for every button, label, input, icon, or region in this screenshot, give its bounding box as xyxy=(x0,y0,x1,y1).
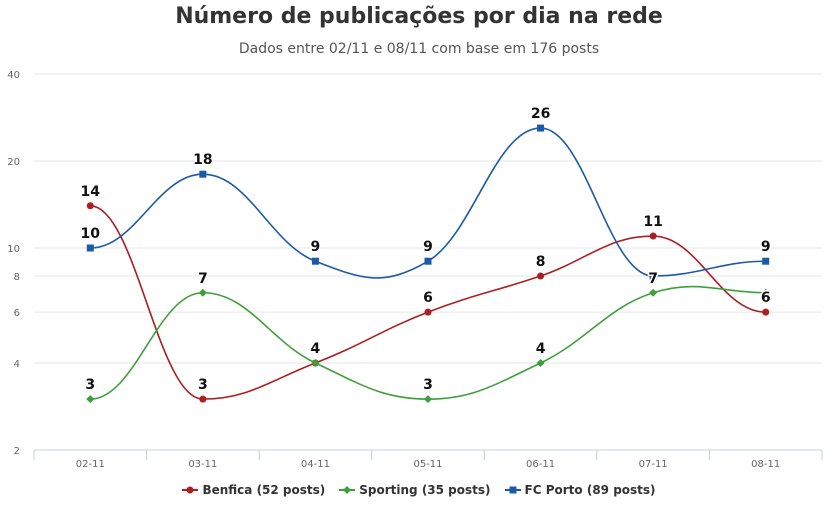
x-tick-label: 06-11 xyxy=(526,459,555,470)
y-tick-label: 8 xyxy=(14,272,20,283)
data-label: 3 xyxy=(85,377,95,393)
legend-item[interactable]: FC Porto (89 posts) xyxy=(504,483,656,497)
series-0-point xyxy=(424,308,432,316)
y-tick-label: 6 xyxy=(14,308,20,319)
y-tick-label: 4 xyxy=(14,359,20,370)
chart-subtitle: Dados entre 02/11 e 08/11 com base em 17… xyxy=(238,41,600,57)
legend-item[interactable]: Sporting (35 posts) xyxy=(339,483,491,497)
data-label: 9 xyxy=(761,239,771,255)
series-2-line xyxy=(90,127,766,279)
series-0-point xyxy=(537,272,545,280)
x-tick-label: 04-11 xyxy=(301,459,330,470)
x-tick-label: 02-11 xyxy=(76,459,105,470)
legend-marker xyxy=(186,486,194,494)
data-label: 26 xyxy=(531,106,550,122)
y-tick-label: 2 xyxy=(14,446,20,457)
series-1-point xyxy=(536,359,545,368)
legend-marker xyxy=(509,486,517,494)
chart-title: Número de publicações por dia na rede xyxy=(175,4,663,29)
legend-symbol-icon xyxy=(339,486,356,494)
series-1-point xyxy=(761,288,770,297)
legend-symbol-icon xyxy=(182,486,199,494)
data-label: 6 xyxy=(761,290,771,306)
y-tick-label: 40 xyxy=(7,70,20,81)
series-2-point xyxy=(762,257,770,265)
legend-label: Sporting (35 posts) xyxy=(359,483,491,497)
legend: Benfica (52 posts) Sporting (35 posts) FC … xyxy=(0,483,838,497)
series-1-point xyxy=(311,359,320,368)
data-label: 11 xyxy=(643,214,662,230)
data-label: 7 xyxy=(648,271,658,287)
y-tick-label: 10 xyxy=(7,244,20,255)
legend-label: FC Porto (89 posts) xyxy=(524,483,656,497)
series-1-point xyxy=(86,395,95,404)
legend-label: Benfica (52 posts) xyxy=(202,483,326,497)
series-0-point xyxy=(762,308,770,316)
data-label: 3 xyxy=(423,377,433,393)
series-1-point xyxy=(649,288,658,297)
series-2-point xyxy=(86,244,94,252)
y-tick-label: 20 xyxy=(7,157,20,168)
data-label: 3 xyxy=(198,377,208,393)
legend-marker xyxy=(343,486,352,494)
series-2-point xyxy=(199,170,207,178)
data-label: 4 xyxy=(536,341,546,357)
series-0-point xyxy=(199,395,207,403)
legend-item[interactable]: Benfica (52 posts) xyxy=(182,483,325,497)
series-1-line xyxy=(90,285,766,400)
x-tick-label: 03-11 xyxy=(188,459,217,470)
data-label: 9 xyxy=(423,239,433,255)
series-2-point xyxy=(537,124,545,132)
data-label: 4 xyxy=(311,341,321,357)
series-1-point xyxy=(424,395,432,404)
x-tick-label: 07-11 xyxy=(639,459,668,470)
series-1-point xyxy=(198,288,207,297)
series-0-point xyxy=(649,232,657,240)
series-0-point xyxy=(86,202,94,210)
data-label: 18 xyxy=(193,152,212,168)
data-label: 10 xyxy=(81,226,101,242)
data-label: 8 xyxy=(536,254,546,270)
data-label: 7 xyxy=(198,271,208,287)
series-2-point xyxy=(424,257,432,265)
series-2-point xyxy=(649,272,657,280)
series-2-point xyxy=(311,257,319,265)
x-tick-label: 08-11 xyxy=(751,459,780,470)
x-tick-label: 05-11 xyxy=(413,459,442,470)
data-label: 9 xyxy=(311,239,321,255)
data-label: 14 xyxy=(81,184,101,200)
legend-symbol-icon xyxy=(504,486,521,494)
data-label: 6 xyxy=(423,290,433,306)
